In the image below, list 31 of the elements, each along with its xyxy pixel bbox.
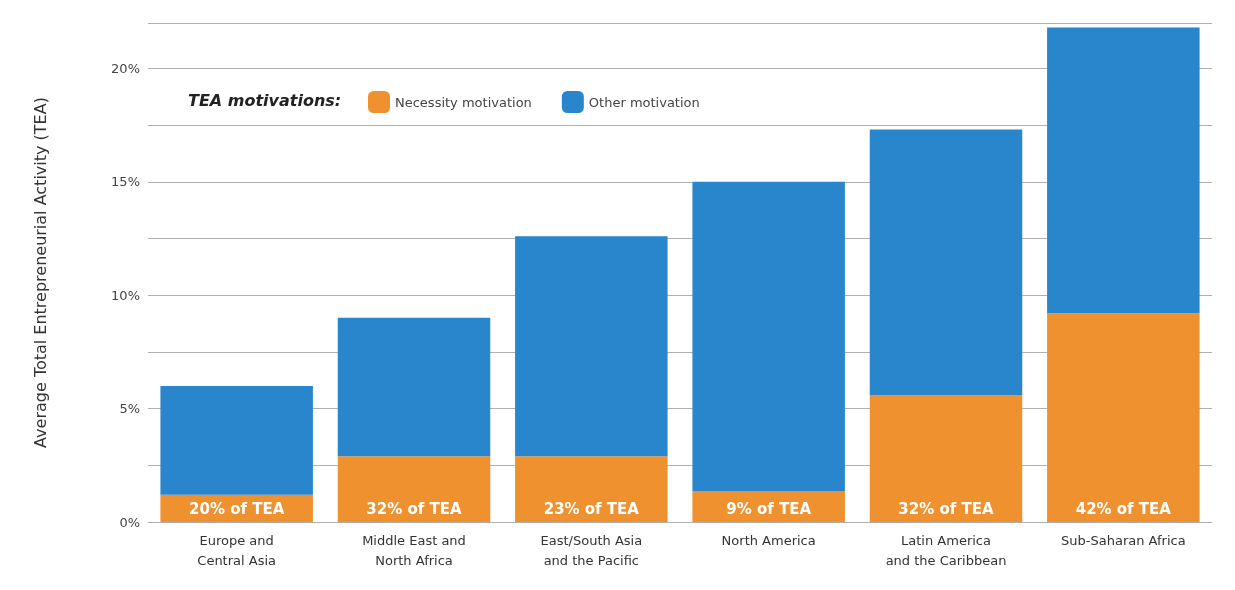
bar — [869, 394, 1023, 522]
annotation: 20% of TEA — [189, 499, 285, 518]
bar — [337, 456, 491, 522]
x-tick-label: Sub-Saharan Africa — [1061, 532, 1186, 548]
y-tick-label: 5% — [119, 401, 140, 417]
annotation: 32% of TEA — [366, 499, 463, 518]
x-tick-label: Middle East and North Africa — [362, 532, 466, 568]
bar — [515, 456, 668, 522]
y-axis-title: Average Total Entrepreneurial Activity (TEA) — [30, 97, 50, 448]
bar — [1047, 27, 1200, 314]
y-tick-label: 0% — [119, 514, 140, 530]
y-tick-label: 20% — [111, 60, 140, 76]
x-tick-label: North America — [721, 532, 816, 548]
legend-label: Necessity motivation — [395, 94, 532, 110]
annotation: 42% of TEA — [1075, 499, 1172, 518]
x-tick-label: East/South Asia and the Pacific — [540, 532, 643, 568]
annotation: 32% of TEA — [898, 499, 995, 518]
bar — [160, 385, 313, 495]
bar — [337, 317, 491, 457]
legend-label: Other motivation — [588, 94, 700, 110]
annotation: 23% of TEA — [543, 499, 640, 518]
y-tick-label: 10% — [111, 287, 140, 303]
bar — [515, 236, 668, 457]
x-tick-label: Europe and Central Asia — [197, 532, 277, 568]
annotation: 9% of TEA — [726, 499, 812, 518]
legend-title: TEA motivations: — [188, 90, 342, 110]
bar — [1047, 313, 1200, 522]
bar — [869, 129, 1023, 395]
y-tick-label: 15% — [111, 174, 140, 190]
x-tick-label: Latin America and the Caribbean — [885, 532, 1007, 568]
bar — [692, 181, 845, 492]
